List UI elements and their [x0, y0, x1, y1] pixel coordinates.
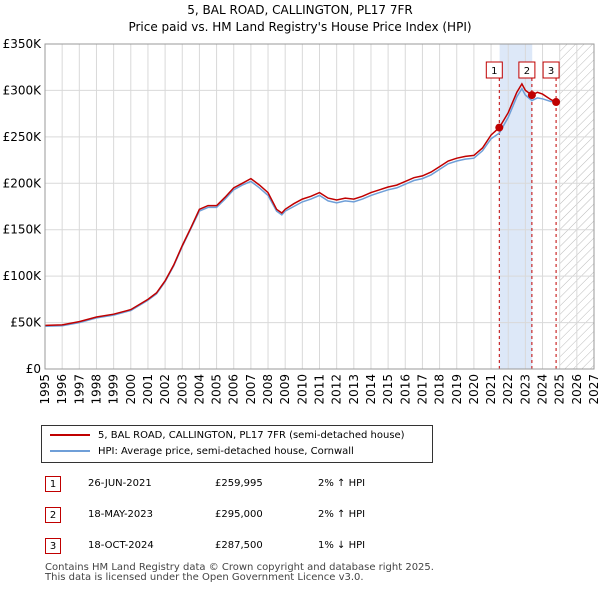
legend-label-hpi: HPI: Average price, semi-detached house,… — [98, 446, 354, 457]
transaction-date: 26-JUN-2021 — [88, 478, 152, 489]
x-tick-label: 2013 — [347, 374, 361, 405]
chart-subtitle: Price paid vs. HM Land Registry's House … — [128, 20, 472, 34]
series-price-paid — [44, 82, 557, 327]
x-tick-label: 2015 — [381, 374, 395, 405]
x-tick-label: 2019 — [450, 374, 464, 405]
sale-markers: 1 2 3 — [485, 61, 561, 132]
sale-point — [527, 91, 536, 100]
marker-label: 1 — [491, 66, 497, 77]
x-tick-label: 2022 — [501, 374, 515, 405]
marker-label: 3 — [548, 66, 554, 77]
marker-badge — [518, 61, 536, 79]
sale-point — [552, 98, 561, 107]
transaction-hpi: 1% ↓ HPI — [318, 540, 366, 551]
x-tick-label: 2021 — [484, 374, 498, 405]
legend-line-hpi — [50, 450, 90, 452]
x-tick-label: 2027 — [587, 374, 600, 405]
x-tick-label: 2007 — [244, 374, 258, 405]
chart-title: 5, BAL ROAD, CALLINGTON, PL17 7FR — [187, 3, 413, 17]
marker-badge — [542, 61, 560, 79]
x-tick-label: 1996 — [55, 374, 69, 405]
transaction-price: £295,000 — [215, 509, 263, 520]
marker-badge — [485, 61, 503, 79]
legend-label-price: 5, BAL ROAD, CALLINGTON, PL17 7FR (semi-… — [98, 430, 405, 441]
x-tick-label: 1999 — [107, 374, 121, 405]
legend: 5, BAL ROAD, CALLINGTON, PL17 7FR (semi-… — [41, 425, 433, 463]
y-tick-label: £350K — [3, 37, 43, 51]
x-tick-label: 2026 — [570, 374, 584, 405]
transaction-price: £287,500 — [215, 540, 263, 551]
x-tick-label: 1997 — [72, 374, 86, 405]
y-tick-label: £250K — [3, 130, 43, 144]
transaction-price: £259,995 — [215, 478, 263, 489]
x-tick-label: 2010 — [295, 374, 309, 405]
transaction-hpi: 2% ↑ HPI — [318, 509, 366, 520]
transaction-date: 18-OCT-2024 — [88, 540, 154, 551]
sale-point — [495, 123, 504, 132]
x-tick-label: 2012 — [330, 374, 344, 405]
footer-line-2: This data is licensed under the Open Gov… — [45, 572, 364, 583]
price-chart: 1 2 3 £0 £50K £100K £150K £200K £250K £300K £350K… — [3, 37, 600, 405]
x-tick-label: 2020 — [467, 374, 481, 405]
transaction-badge: 1 — [45, 476, 61, 492]
x-tick-label: 2003 — [175, 374, 189, 405]
transaction-hpi: 2% ↑ HPI — [318, 478, 366, 489]
footer: Contains HM Land Registry data © Crown c… — [45, 563, 434, 583]
plot-border — [44, 43, 595, 370]
transaction-badge: 3 — [45, 538, 61, 554]
x-tick-label: 2006 — [227, 374, 241, 405]
legend-item-hpi: HPI: Average price, semi-detached house,… — [50, 445, 354, 459]
y-tick-label: £150K — [3, 223, 43, 237]
y-tick-label: £50K — [10, 316, 42, 330]
y-tick-label: £100K — [3, 269, 43, 283]
x-tick-label: 2017 — [415, 374, 429, 405]
y-axis-labels: £0 £50K £100K £150K £200K £250K £300K £350K — [3, 37, 43, 376]
x-tick-label: 2011 — [313, 374, 327, 405]
legend-line-price — [50, 434, 90, 436]
x-tick-label: 2008 — [261, 374, 275, 405]
transaction-date: 18-MAY-2023 — [88, 509, 154, 520]
x-tick-label: 2018 — [433, 374, 447, 405]
x-tick-label: 1995 — [38, 374, 52, 405]
x-tick-label: 2002 — [158, 374, 172, 405]
x-tick-label: 2005 — [210, 374, 224, 405]
x-axis-labels: 1995 1996 1997 1998 1999 2000 2001 2002 2003 2004… — [38, 374, 600, 405]
y-tick-label: £300K — [3, 83, 43, 97]
legend-item-price: 5, BAL ROAD, CALLINGTON, PL17 7FR (semi-… — [50, 429, 405, 443]
marker-label: 2 — [524, 66, 530, 77]
y-tick-label: £200K — [3, 176, 43, 190]
x-tick-label: 2001 — [141, 374, 155, 405]
x-tick-label: 1998 — [89, 374, 103, 405]
x-tick-label: 2014 — [364, 374, 378, 405]
x-tick-label: 2009 — [278, 374, 292, 405]
x-tick-label: 2004 — [192, 374, 206, 405]
x-tick-label: 2025 — [553, 374, 567, 405]
x-tick-label: 2024 — [536, 374, 550, 405]
x-tick-label: 2016 — [398, 374, 412, 405]
transaction-badge: 2 — [45, 507, 61, 523]
x-tick-label: 2023 — [518, 374, 532, 405]
x-tick-label: 2000 — [124, 374, 138, 405]
y-tick-label: £0 — [26, 362, 41, 376]
footer-line-1: Contains HM Land Registry data © Crown c… — [45, 562, 434, 573]
